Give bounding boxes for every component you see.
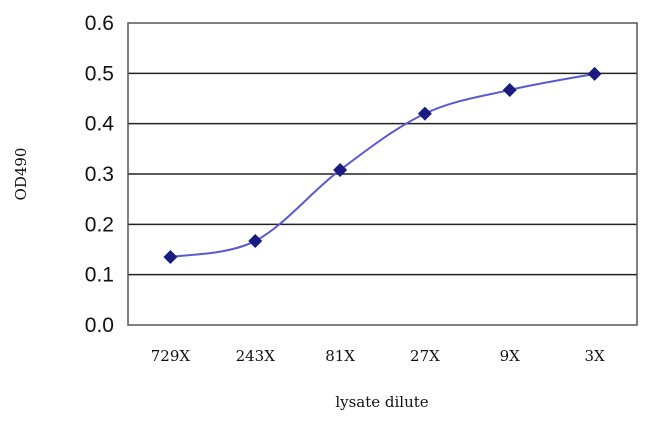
y-tick-label: 0.6 — [85, 12, 114, 35]
x-tick-label: 243X — [236, 347, 276, 365]
series-line — [170, 72, 595, 259]
data-point — [333, 162, 348, 177]
y-tick-label: 0.2 — [85, 213, 114, 236]
y-tick-label: 0.4 — [85, 113, 115, 136]
x-tick-label: 3X — [584, 347, 605, 365]
x-axis-label: lysate dilute — [335, 393, 428, 411]
y-tick-label: 0.0 — [85, 314, 114, 337]
data-point — [248, 233, 263, 248]
y-tick-label: 0.1 — [85, 264, 114, 287]
data-point — [417, 106, 432, 121]
data-point — [163, 250, 178, 265]
data-point — [502, 82, 517, 97]
x-tick-label: 81X — [325, 347, 355, 365]
x-tick-label: 9X — [500, 347, 521, 365]
y-tick-label: 0.5 — [85, 62, 114, 85]
y-tick-label: 0.3 — [85, 163, 114, 186]
x-tick-label: 729X — [151, 347, 191, 365]
data-point — [587, 66, 602, 81]
y-axis-label: OD490 — [12, 148, 30, 201]
plot-frame — [127, 22, 638, 326]
x-tick-label: 27X — [410, 347, 440, 365]
